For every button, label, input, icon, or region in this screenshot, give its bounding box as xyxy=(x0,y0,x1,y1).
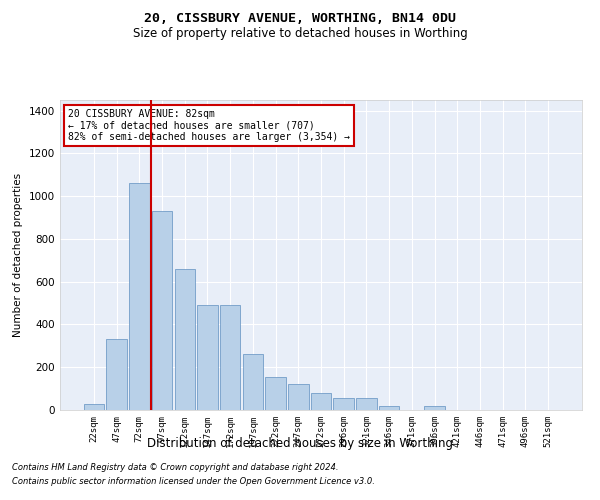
Bar xyxy=(152,211,172,410)
Bar xyxy=(197,305,218,410)
Text: Contains public sector information licensed under the Open Government Licence v3: Contains public sector information licen… xyxy=(12,477,375,486)
Bar xyxy=(311,393,331,410)
Text: Size of property relative to detached houses in Worthing: Size of property relative to detached ho… xyxy=(133,28,467,40)
Bar xyxy=(424,406,445,410)
Text: Contains HM Land Registry data © Crown copyright and database right 2024.: Contains HM Land Registry data © Crown c… xyxy=(12,464,338,472)
Bar xyxy=(379,406,400,410)
Bar xyxy=(265,377,286,410)
Bar xyxy=(175,269,195,410)
Text: 20 CISSBURY AVENUE: 82sqm
← 17% of detached houses are smaller (707)
82% of semi: 20 CISSBURY AVENUE: 82sqm ← 17% of detac… xyxy=(68,110,350,142)
Bar xyxy=(129,184,149,410)
Bar xyxy=(288,384,308,410)
Bar xyxy=(334,398,354,410)
Bar xyxy=(106,340,127,410)
Bar xyxy=(84,404,104,410)
Text: Distribution of detached houses by size in Worthing: Distribution of detached houses by size … xyxy=(147,438,453,450)
Bar xyxy=(242,354,263,410)
Bar xyxy=(220,305,241,410)
Text: 20, CISSBURY AVENUE, WORTHING, BN14 0DU: 20, CISSBURY AVENUE, WORTHING, BN14 0DU xyxy=(144,12,456,26)
Y-axis label: Number of detached properties: Number of detached properties xyxy=(13,173,23,337)
Bar xyxy=(356,398,377,410)
